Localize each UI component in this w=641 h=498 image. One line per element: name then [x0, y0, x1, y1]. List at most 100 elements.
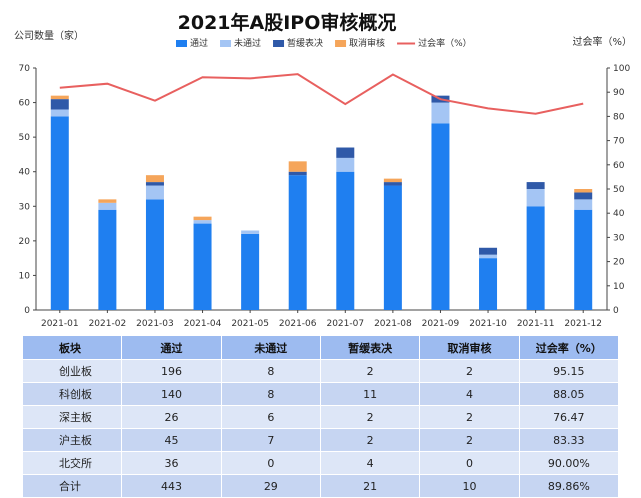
cell-suspended: 2: [319, 428, 421, 452]
bar-not-passed: [526, 189, 545, 207]
x-tick-label: 2021-03: [136, 319, 174, 329]
bar-passed: [479, 258, 498, 310]
x-tick-label: 2021-06: [279, 319, 317, 329]
cell-passed: 140: [121, 382, 222, 406]
bar-passed: [383, 185, 402, 310]
cell-pass-rate: 90.00%: [518, 451, 620, 475]
bar-not-passed: [98, 202, 117, 210]
y-tick-label: 10: [19, 271, 31, 281]
cell-cancelled: 10: [419, 474, 520, 498]
table-row: 沪主板 45 7 2 2 83.33: [21, 428, 620, 452]
bar-suspended: [50, 99, 69, 110]
y-axis-title: 公司数量（家）: [14, 29, 84, 42]
y-tick-label: 0: [24, 306, 30, 316]
bar-cancelled: [193, 216, 212, 221]
cell-not-passed: 8: [220, 359, 321, 383]
cell-suspended: 21: [319, 474, 421, 498]
legend-label: 通过: [190, 37, 208, 49]
table-row: 科创板 140 8 11 4 88.05: [21, 382, 620, 406]
cell-cancelled: 4: [419, 382, 520, 406]
bar-passed: [145, 199, 164, 310]
cell-cancelled: 0: [419, 451, 520, 475]
legend-swatch: [176, 40, 187, 47]
bar-not-passed: [241, 230, 260, 234]
legend-label: 未通过: [234, 37, 261, 49]
bar-passed: [336, 171, 355, 310]
legend-swatch: [220, 40, 232, 47]
cell-passed: 36: [121, 451, 222, 475]
x-tick-label: 2021-02: [89, 319, 127, 329]
bar-cancelled: [288, 161, 307, 172]
pass-rate-line: [59, 73, 584, 115]
y2-tick-label: 0: [613, 306, 619, 316]
x-tick-label: 2021-11: [517, 319, 555, 329]
cell-board: 创业板: [21, 359, 123, 383]
board-summary-table: 板块 通过 未通过 暂缓表决 取消审核 过会率（%） 创业板 196 8 2 2…: [21, 335, 620, 498]
header-passed: 通过: [121, 335, 222, 360]
y2-tick-label: 40: [613, 209, 625, 219]
cell-pass-rate: 95.15: [518, 359, 620, 383]
header-cancelled: 取消审核: [419, 335, 520, 360]
header-suspended: 暂缓表决: [319, 335, 421, 360]
bar-passed: [288, 175, 307, 310]
table-header-row: 板块 通过 未通过 暂缓表决 取消审核 过会率（%）: [21, 335, 620, 360]
cell-cancelled: 2: [419, 359, 520, 383]
bars: [50, 95, 593, 311]
ipo-review-chart: 2021年A股IPO审核概况 公司数量（家） 过会率（%） 通过 未通过 暂缓表决 取…: [14, 11, 632, 329]
bar-passed: [574, 209, 593, 310]
y2-tick-label: 10: [613, 282, 625, 292]
bar-not-passed: [336, 157, 355, 172]
x-tick-label: 2021-12: [564, 319, 602, 329]
cell-board: 深主板: [21, 405, 123, 429]
bar-passed: [526, 206, 545, 310]
y-tick-label: 30: [19, 202, 31, 212]
table-row: 北交所 36 0 4 0 90.00%: [21, 451, 620, 475]
cell-not-passed: 6: [220, 405, 321, 429]
legend-label: 取消审核: [349, 37, 385, 49]
bar-not-passed: [479, 254, 498, 259]
bar-not-passed: [193, 220, 212, 224]
cell-board: 科创板: [21, 382, 123, 406]
cell-cancelled: 2: [419, 428, 520, 452]
legend-label: 过会率（%）: [418, 37, 472, 49]
bar-passed: [193, 223, 212, 310]
cell-not-passed: 8: [220, 382, 321, 406]
bar-not-passed: [431, 102, 450, 124]
cell-not-passed: 7: [220, 428, 321, 452]
legend-label: 暂缓表决: [287, 37, 323, 49]
bar-passed: [241, 233, 260, 310]
y-tick-label: 60: [19, 99, 31, 109]
bar-not-passed: [145, 185, 164, 200]
bar-suspended: [383, 182, 402, 186]
table-row: 深主板 26 6 2 2 76.47: [21, 405, 620, 429]
cell-pass-rate: 88.05: [518, 382, 620, 406]
x-tick-label: 2021-09: [422, 319, 460, 329]
y-tick-label: 50: [19, 133, 31, 143]
y2-tick-label: 60: [613, 161, 625, 171]
header-not-passed: 未通过: [220, 335, 321, 360]
x-tick-label: 2021-08: [374, 319, 412, 329]
bar-passed: [98, 209, 117, 310]
legend: 通过 未通过 暂缓表决 取消审核 过会率（%）: [176, 37, 472, 49]
chart-title: 2021年A股IPO审核概况: [178, 11, 397, 34]
y2-tick-label: 80: [613, 112, 625, 122]
y2-tick-label: 20: [613, 258, 625, 268]
header-pass-rate: 过会率（%）: [518, 335, 620, 360]
cell-board: 北交所: [21, 451, 123, 475]
bar-suspended: [336, 147, 355, 158]
y-tick-label: 20: [19, 237, 31, 247]
y-tick-label: 70: [19, 64, 31, 74]
bar-suspended: [145, 182, 164, 186]
pass-rate-line-path: [59, 73, 584, 115]
cell-passed: 196: [121, 359, 222, 383]
y2-tick-label: 70: [613, 137, 625, 147]
cell-suspended: 2: [319, 359, 421, 383]
bar-passed: [431, 123, 450, 310]
cell-suspended: 4: [319, 451, 421, 475]
bar-suspended: [288, 171, 307, 176]
bar-cancelled: [574, 189, 593, 193]
x-tick-label: 2021-04: [184, 319, 222, 329]
bar-not-passed: [574, 199, 593, 210]
bar-cancelled: [145, 175, 164, 183]
table-row: 创业板 196 8 2 2 95.15: [21, 359, 620, 383]
